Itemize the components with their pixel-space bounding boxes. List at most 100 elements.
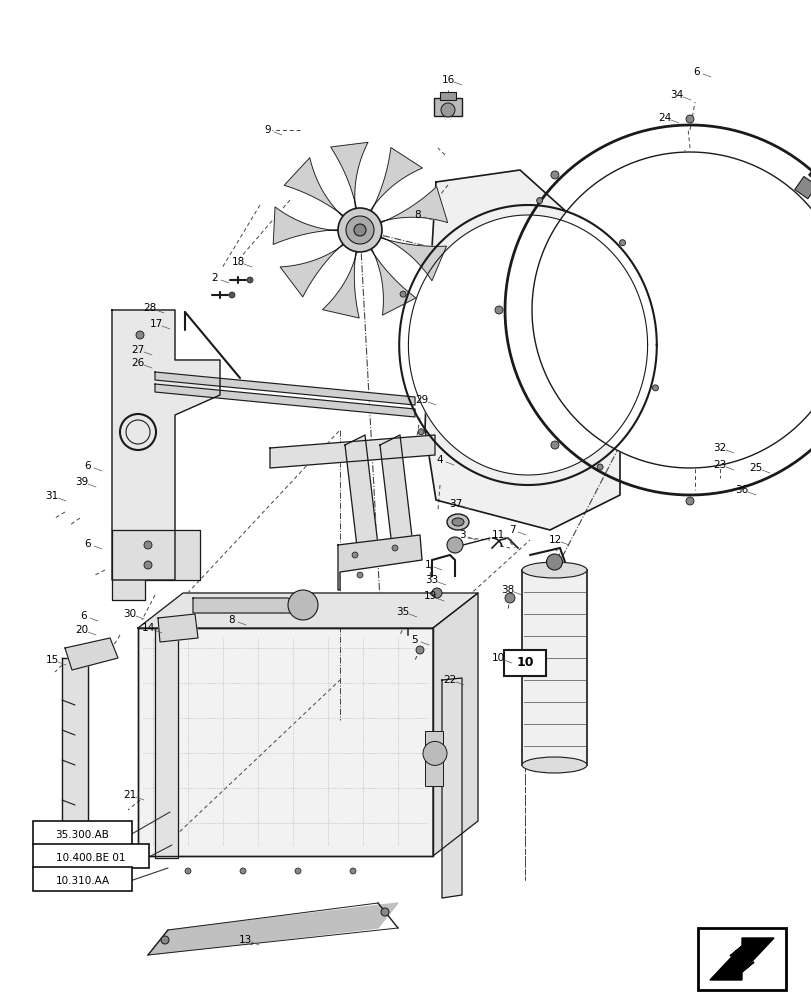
Text: 1: 1 [424, 560, 431, 570]
Circle shape [392, 545, 397, 551]
Polygon shape [808, 156, 811, 320]
Text: 21: 21 [123, 790, 136, 800]
Circle shape [551, 441, 558, 449]
Text: 5: 5 [411, 635, 418, 645]
Polygon shape [112, 530, 200, 600]
Text: 20: 20 [75, 625, 88, 635]
Circle shape [144, 541, 152, 549]
Circle shape [651, 385, 658, 391]
Polygon shape [148, 903, 397, 955]
Text: 4: 4 [436, 455, 443, 465]
Polygon shape [112, 310, 220, 580]
Text: 3: 3 [458, 530, 465, 540]
Text: 8: 8 [229, 615, 235, 625]
Circle shape [551, 171, 558, 179]
Polygon shape [322, 252, 358, 318]
Polygon shape [441, 678, 461, 898]
Text: 9: 9 [264, 125, 271, 135]
Circle shape [546, 554, 562, 570]
Polygon shape [380, 237, 446, 281]
Circle shape [240, 868, 246, 874]
Text: 10.400.BE 01: 10.400.BE 01 [56, 853, 126, 863]
Text: 14: 14 [141, 623, 154, 633]
Circle shape [423, 741, 446, 765]
Polygon shape [408, 215, 647, 475]
Text: 26: 26 [131, 358, 144, 368]
Bar [433, 98, 461, 116]
Circle shape [350, 868, 355, 874]
Circle shape [357, 572, 363, 578]
FancyBboxPatch shape [504, 650, 545, 676]
Polygon shape [193, 598, 307, 613]
Polygon shape [424, 170, 620, 530]
Circle shape [536, 198, 542, 204]
Polygon shape [330, 142, 367, 208]
Text: 6: 6 [84, 539, 91, 549]
Polygon shape [280, 244, 343, 297]
Ellipse shape [521, 757, 586, 773]
Polygon shape [337, 535, 422, 590]
Text: 36: 36 [735, 485, 748, 495]
Text: 30: 30 [123, 609, 136, 619]
Text: 19: 19 [423, 591, 436, 601]
Circle shape [619, 240, 624, 246]
Circle shape [504, 593, 514, 603]
Polygon shape [370, 148, 422, 211]
Text: 23: 23 [713, 460, 726, 470]
Circle shape [380, 908, 388, 916]
Text: 11: 11 [491, 530, 504, 540]
Polygon shape [270, 435, 435, 468]
Circle shape [495, 306, 502, 314]
FancyBboxPatch shape [33, 821, 132, 845]
Text: 35.300.AB: 35.300.AB [55, 830, 109, 840]
Circle shape [337, 208, 381, 252]
Circle shape [144, 561, 152, 569]
Circle shape [440, 103, 454, 117]
Text: 25: 25 [749, 463, 762, 473]
Bar [794, 176, 811, 199]
Bar [521, 570, 586, 765]
Circle shape [135, 331, 144, 339]
Text: 2: 2 [212, 273, 218, 283]
Bar [440, 92, 456, 100]
Polygon shape [741, 938, 773, 972]
Text: 35: 35 [396, 607, 409, 617]
Text: 38: 38 [500, 585, 514, 595]
Polygon shape [272, 207, 337, 244]
Text: 10: 10 [516, 656, 533, 670]
Polygon shape [65, 638, 118, 670]
Text: 27: 27 [131, 345, 144, 355]
Text: 37: 37 [448, 499, 462, 509]
Circle shape [431, 588, 441, 598]
Text: 15: 15 [45, 655, 58, 665]
Circle shape [418, 429, 423, 435]
Text: 32: 32 [713, 443, 726, 453]
Text: 33: 33 [425, 575, 438, 585]
Circle shape [351, 552, 358, 558]
Ellipse shape [452, 518, 463, 526]
Polygon shape [345, 435, 378, 555]
Polygon shape [155, 628, 178, 858]
Polygon shape [432, 593, 478, 856]
Polygon shape [709, 946, 741, 980]
Polygon shape [380, 435, 413, 555]
Text: 6: 6 [693, 67, 699, 77]
Text: 12: 12 [547, 535, 561, 545]
Circle shape [596, 464, 603, 470]
Circle shape [685, 497, 693, 505]
Text: 28: 28 [144, 303, 157, 313]
Ellipse shape [521, 562, 586, 578]
Text: 39: 39 [75, 477, 88, 487]
Circle shape [400, 291, 406, 297]
Polygon shape [371, 249, 415, 315]
Polygon shape [138, 593, 478, 628]
Polygon shape [62, 658, 88, 865]
Text: 18: 18 [231, 257, 244, 267]
Polygon shape [155, 384, 414, 417]
Text: 7: 7 [508, 525, 515, 535]
Polygon shape [284, 158, 343, 216]
Text: 8: 8 [414, 210, 421, 220]
Bar [424, 731, 443, 786]
Text: 6: 6 [80, 611, 88, 621]
Text: 17: 17 [149, 319, 162, 329]
